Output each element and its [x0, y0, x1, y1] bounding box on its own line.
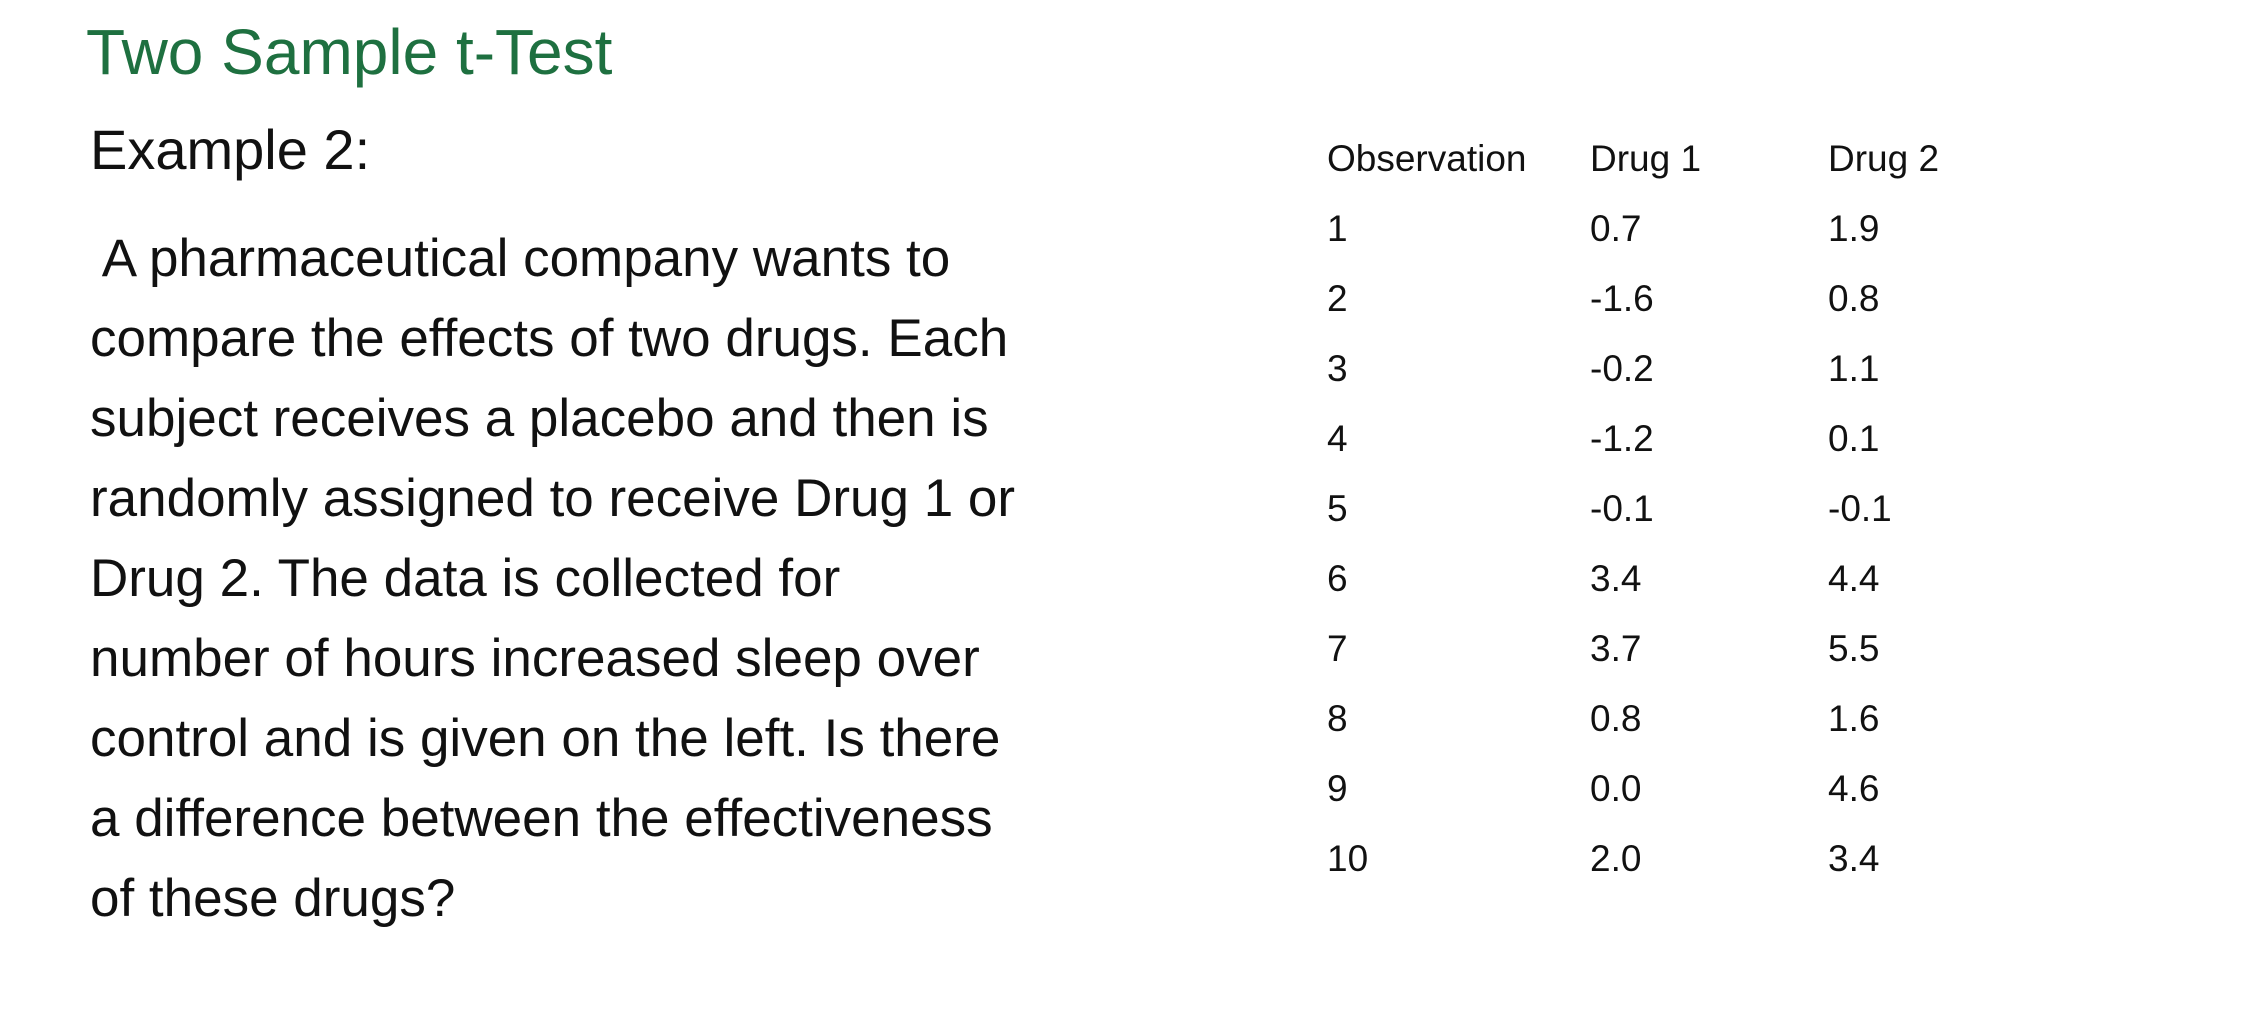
- table-cell: 1: [1327, 208, 1348, 249]
- column-header: Observation: [1327, 138, 1527, 179]
- table-cell: 0.1: [1828, 418, 1880, 459]
- table-cell: 5: [1327, 488, 1348, 529]
- paragraph-line: A pharmaceutical company wants to: [90, 229, 951, 288]
- table-cell: 3: [1327, 348, 1348, 389]
- table-cell: 6: [1327, 558, 1348, 599]
- paragraph-line: compare the effects of two drugs. Each: [90, 309, 1009, 368]
- table-cell: 9: [1327, 768, 1348, 809]
- paragraph-line: a difference between the effectiveness: [90, 789, 993, 848]
- column-header: Drug 2: [1828, 138, 1940, 179]
- paragraph-line: Drug 2. The data is collected for: [90, 549, 841, 608]
- table-cell: 3.7: [1590, 628, 1642, 669]
- table-cell: 4.4: [1828, 558, 1880, 599]
- table-cell: 3.4: [1590, 558, 1642, 599]
- table-cell: 10: [1327, 838, 1369, 879]
- table-cell: 0.8: [1828, 278, 1880, 319]
- table-cell: 1.1: [1828, 348, 1880, 389]
- table-cell: 5.5: [1828, 628, 1880, 669]
- paragraph-line: of these drugs?: [90, 869, 456, 928]
- paragraph-line: control and is given on the left. Is the…: [90, 709, 1001, 768]
- table-cell: 0.0: [1590, 768, 1642, 809]
- table-cell: -1.6: [1590, 278, 1654, 319]
- paragraph-line: randomly assigned to receive Drug 1 or: [90, 469, 1016, 528]
- table-cell: 4.6: [1828, 768, 1880, 809]
- table-cell: 0.7: [1590, 208, 1642, 249]
- table-cell: 2: [1327, 278, 1348, 319]
- table-cell: -0.2: [1590, 348, 1654, 389]
- table-cell: 1.6: [1828, 698, 1880, 739]
- table-cell: 7: [1327, 628, 1348, 669]
- table-cell: -0.1: [1828, 488, 1892, 529]
- table-cell: 2.0: [1590, 838, 1642, 879]
- example-heading: Example 2:: [90, 118, 371, 181]
- slide-title: Two Sample t-Test: [86, 16, 613, 88]
- paragraph-line: number of hours increased sleep over: [90, 629, 980, 688]
- table-cell: 1.9: [1828, 208, 1880, 249]
- table-cell: 0.8: [1590, 698, 1642, 739]
- table-cell: 8: [1327, 698, 1348, 739]
- table-cell: -0.1: [1590, 488, 1654, 529]
- column-header: Drug 1: [1590, 138, 1702, 179]
- table-cell: 4: [1327, 418, 1348, 459]
- table-cell: 3.4: [1828, 838, 1880, 879]
- table-cell: -1.2: [1590, 418, 1654, 459]
- paragraph-line: subject receives a placebo and then is: [90, 389, 989, 448]
